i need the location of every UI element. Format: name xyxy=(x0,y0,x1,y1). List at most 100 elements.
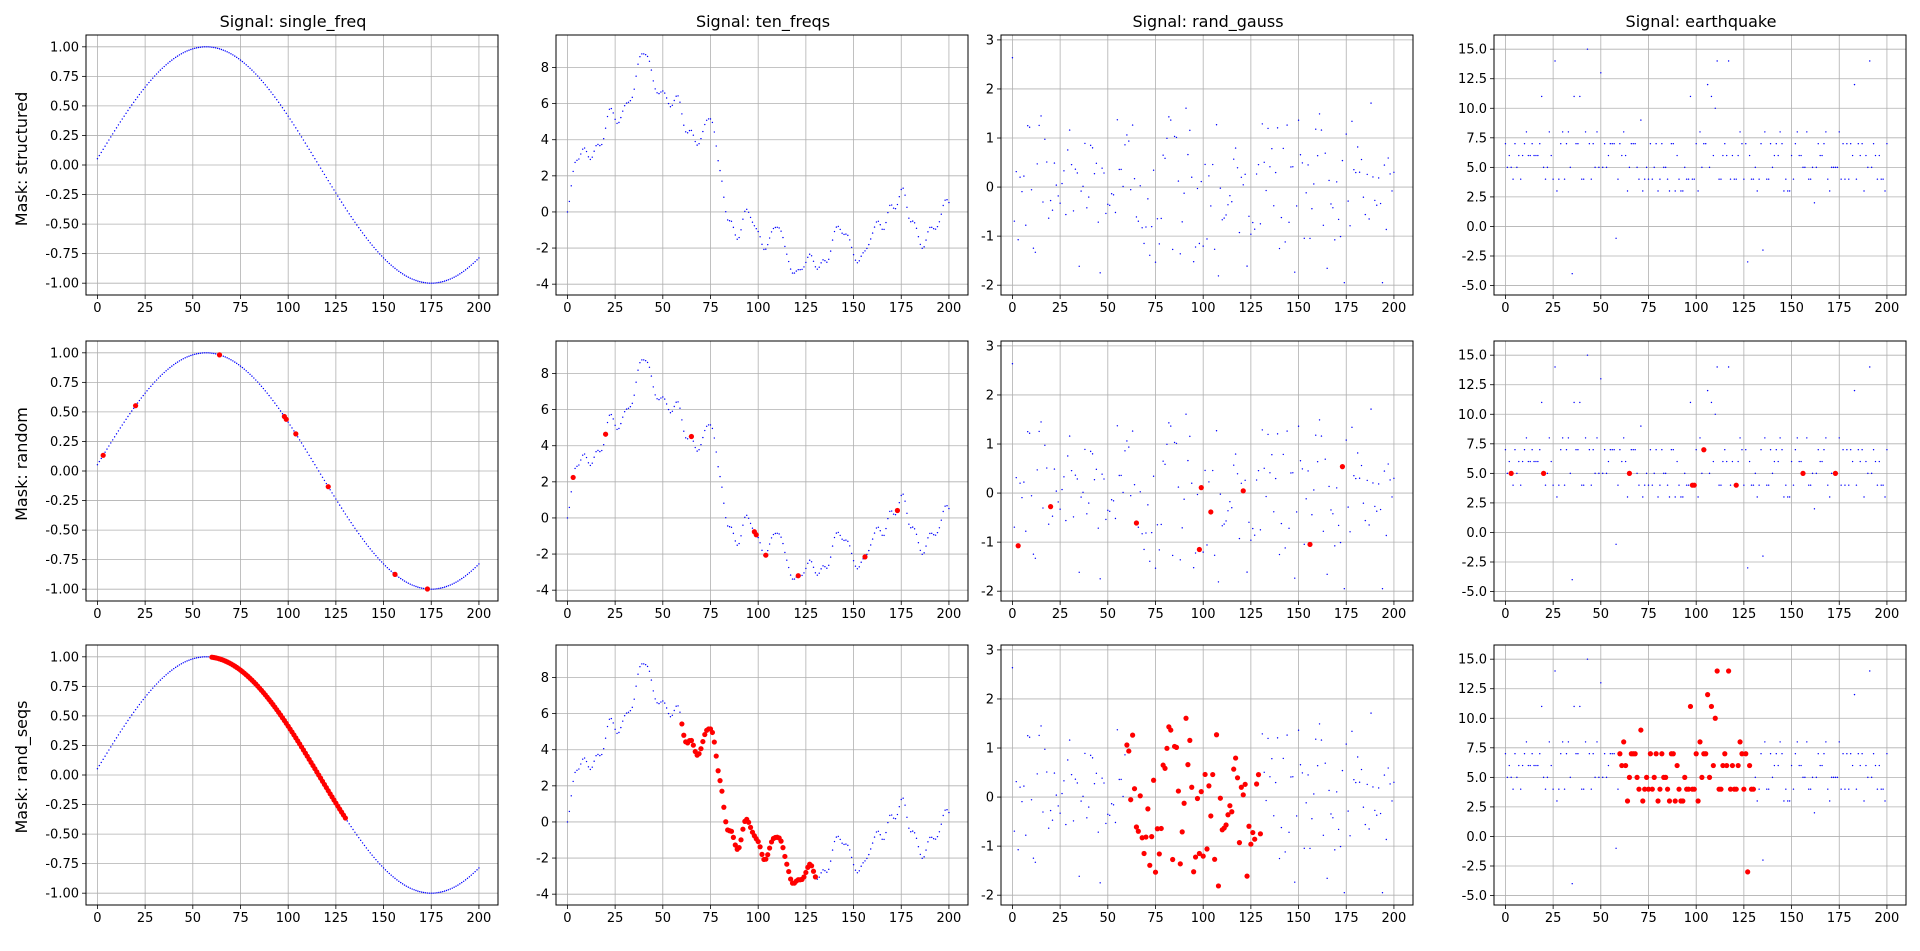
data-point xyxy=(403,580,406,582)
data-point xyxy=(1233,158,1235,160)
data-point xyxy=(142,394,144,397)
data-point xyxy=(1813,508,1816,510)
data-point xyxy=(100,151,102,154)
data-point xyxy=(190,354,192,357)
data-point xyxy=(245,64,247,66)
y-tick-label: -0.25 xyxy=(45,494,79,509)
data-point xyxy=(658,702,660,705)
data-point xyxy=(1790,154,1793,157)
data-point xyxy=(359,839,362,842)
data-point xyxy=(1311,514,1313,516)
masked-point xyxy=(1659,751,1665,757)
data-point xyxy=(1750,178,1753,180)
x-tick-label: 150 xyxy=(371,607,396,622)
x-tick-label: 200 xyxy=(1382,911,1407,926)
data-point xyxy=(1701,166,1703,169)
data-point xyxy=(1088,502,1090,504)
data-point xyxy=(1586,48,1589,50)
data-point xyxy=(1130,495,1132,497)
data-point xyxy=(1708,166,1711,169)
data-point xyxy=(1080,190,1082,192)
data-point xyxy=(192,354,194,356)
data-point xyxy=(772,533,775,536)
data-point xyxy=(744,210,746,213)
data-point xyxy=(608,108,611,111)
data-point xyxy=(436,588,438,590)
data-point xyxy=(1303,847,1305,850)
masked-point xyxy=(1617,751,1623,757)
data-point xyxy=(1527,764,1530,767)
data-point xyxy=(1265,799,1267,802)
data-point xyxy=(150,385,152,388)
data-point xyxy=(664,398,666,400)
data-point xyxy=(338,504,341,506)
data-point xyxy=(618,121,620,124)
data-point xyxy=(1240,176,1243,178)
data-point xyxy=(574,771,576,774)
data-point xyxy=(1632,143,1634,145)
data-point xyxy=(673,709,675,712)
data-point xyxy=(1561,437,1564,439)
data-point xyxy=(1552,788,1554,790)
data-point xyxy=(1819,764,1821,767)
x-tick-label: 125 xyxy=(1731,911,1756,926)
data-point xyxy=(1215,430,1218,432)
data-point xyxy=(169,60,171,63)
col-title-rand-gauss: Signal: rand_gauss xyxy=(1132,12,1283,32)
data-point xyxy=(677,95,679,97)
data-point xyxy=(669,412,672,414)
data-point xyxy=(1794,143,1797,145)
data-point xyxy=(1689,401,1692,404)
data-point xyxy=(1366,783,1368,786)
data-point xyxy=(394,877,396,880)
data-point xyxy=(230,359,232,361)
data-point xyxy=(422,587,425,590)
data-point xyxy=(1044,748,1046,750)
data-point xyxy=(1297,119,1300,121)
data-point xyxy=(1615,543,1617,545)
data-point xyxy=(1301,468,1304,470)
data-point xyxy=(1838,741,1840,743)
data-point xyxy=(445,889,448,892)
masked-point xyxy=(1204,846,1210,852)
data-point xyxy=(247,371,249,374)
masked-point xyxy=(1154,826,1161,832)
masked-point xyxy=(1540,470,1547,476)
data-point xyxy=(1339,235,1342,238)
data-point xyxy=(1385,838,1387,841)
masked-point xyxy=(1741,786,1747,792)
data-point xyxy=(129,413,131,415)
data-point xyxy=(1520,484,1522,486)
data-point xyxy=(1796,131,1798,133)
data-point xyxy=(938,221,941,223)
data-point xyxy=(1642,496,1644,498)
data-point xyxy=(940,823,942,825)
data-point xyxy=(350,215,352,218)
data-point xyxy=(616,428,618,431)
x-tick-label: 0 xyxy=(93,607,101,622)
data-point xyxy=(356,834,358,836)
data-point xyxy=(1168,422,1170,424)
data-point xyxy=(850,246,853,249)
data-point xyxy=(262,81,265,84)
data-point xyxy=(788,260,790,263)
data-point xyxy=(1225,520,1227,522)
data-point xyxy=(419,280,421,283)
masked-point xyxy=(862,554,868,560)
data-point xyxy=(1842,143,1844,145)
data-point xyxy=(1605,776,1608,779)
data-point xyxy=(148,691,150,694)
x-tick-label: 50 xyxy=(185,607,202,622)
data-point xyxy=(1387,463,1389,465)
data-point xyxy=(900,188,902,191)
data-point xyxy=(887,211,889,214)
data-point xyxy=(188,49,190,51)
data-point xyxy=(132,711,135,714)
data-point xyxy=(622,416,624,418)
data-point xyxy=(1678,178,1680,180)
x-tick-label: 75 xyxy=(702,911,719,926)
data-point xyxy=(784,551,786,554)
data-point xyxy=(1836,776,1839,779)
data-point xyxy=(1286,124,1288,126)
